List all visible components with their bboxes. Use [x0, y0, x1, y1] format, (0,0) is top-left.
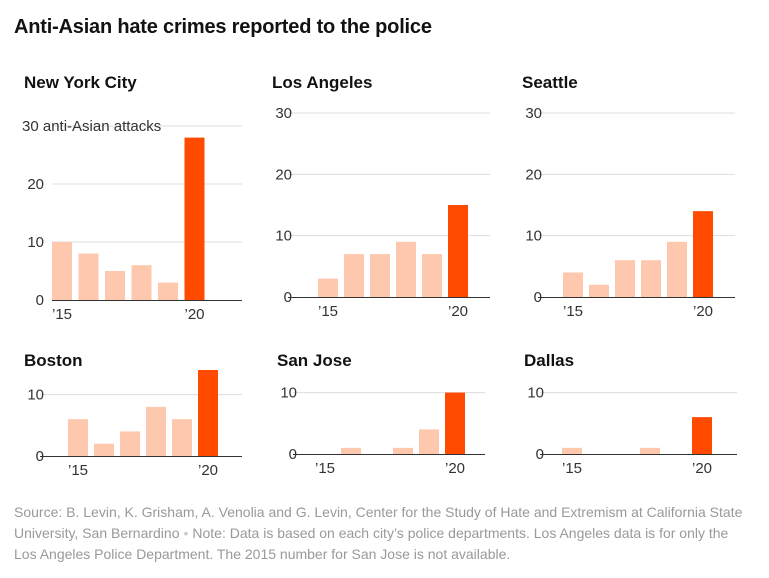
xtick-label-0: ’15 [315, 460, 335, 477]
bar-boston-2016 [94, 443, 114, 456]
bar-san-jose-2018 [393, 447, 413, 454]
ytick-label-10: 10 [525, 228, 542, 245]
city-title: Dallas [524, 351, 574, 370]
bar-dallas-2018 [640, 447, 660, 454]
bar-los-angeles-2018 [396, 241, 416, 297]
xtick-label-1: ’20 [445, 460, 465, 477]
panel-san-jose: San Jose 0 10 ’15 ’20 [277, 351, 485, 477]
bar-boston-2020 [198, 370, 218, 456]
source-text: Source: B. Levin, K. Grisham, A. Venolia… [14, 504, 743, 541]
bar-boston-2018 [146, 406, 166, 456]
city-title: Boston [24, 351, 83, 370]
bar-seattle-2017 [615, 260, 635, 297]
ytick-label-10: 10 [275, 228, 292, 245]
city-title: Seattle [522, 73, 578, 92]
xtick-label-1: ’20 [198, 462, 218, 479]
ytick-label-30: 30 [525, 105, 542, 122]
panel-boston: Boston 0 10 ’15 ’20 [24, 351, 242, 479]
xtick-label-0: ’15 [562, 460, 582, 477]
ytick-label-0: 0 [534, 289, 542, 306]
ytick-label-20: 20 [27, 176, 44, 193]
xtick-label-1: ’20 [692, 460, 712, 477]
city-title: Los Angeles [272, 73, 372, 92]
ytick-label-0: 0 [284, 289, 292, 306]
ytick-label-0: 0 [36, 292, 44, 309]
bar-dallas-2015 [562, 447, 582, 454]
bar-new-york-city-2018 [131, 265, 152, 300]
bar-seattle-2018 [641, 260, 661, 297]
unit-label: 30 anti-Asian attacks [22, 118, 161, 135]
ytick-label-0: 0 [536, 446, 544, 463]
bar-new-york-city-2016 [78, 253, 99, 300]
bar-los-angeles-2020 [448, 205, 468, 297]
bar-los-angeles-2017 [370, 254, 390, 297]
xtick-label-0: ’15 [318, 303, 338, 320]
bar-san-jose-2016 [341, 447, 361, 454]
bar-los-angeles-2016 [344, 254, 364, 297]
ytick-label-0: 0 [289, 446, 297, 463]
city-title: San Jose [277, 351, 352, 370]
xtick-label-1: ’20 [184, 306, 204, 323]
ytick-label-10: 10 [527, 385, 544, 402]
bar-boston-2019 [172, 419, 192, 456]
bar-new-york-city-2020 [184, 137, 205, 300]
city-title: New York City [24, 73, 137, 92]
ytick-label-0: 0 [36, 448, 44, 465]
panel-dallas: Dallas 0 10 ’15 ’20 [524, 351, 737, 477]
panel-new-york-city: New York City 0 10 20 30 anti-Asian attacks ’… [22, 73, 242, 323]
panel-los-angeles: Los Angeles 0 10 20 30 ’15 ’20 [272, 73, 490, 320]
panel-seattle: Seattle 0 10 20 30 ’15 ’20 [522, 73, 735, 320]
ytick-label-20: 20 [275, 166, 292, 183]
ytick-label-30: 30 [275, 105, 292, 122]
ytick-label-10: 10 [27, 387, 44, 404]
chart-title: Anti-Asian hate crimes reported to the p… [14, 16, 432, 38]
ytick-label-10: 10 [280, 385, 297, 402]
bar-seattle-2020 [693, 211, 713, 297]
bar-seattle-2019 [667, 241, 687, 297]
bar-los-angeles-2015 [318, 278, 338, 297]
note-text: Note: Data is based on each city’s polic… [14, 525, 729, 562]
separator-dot: • [183, 525, 189, 541]
xtick-label-1: ’20 [448, 303, 468, 320]
bar-boston-2015 [68, 419, 88, 456]
bar-san-jose-2019 [419, 429, 439, 454]
xtick-label-1: ’20 [693, 303, 713, 320]
bar-seattle-2016 [589, 284, 609, 297]
bar-san-jose-2020 [445, 392, 465, 454]
bar-boston-2017 [120, 431, 140, 456]
bar-seattle-2015 [563, 272, 583, 297]
bar-new-york-city-2017 [105, 271, 125, 300]
bar-dallas-2020 [692, 417, 712, 454]
source-note: Source: B. Levin, K. Grisham, A. Venolia… [14, 502, 754, 565]
xtick-label-0: ’15 [68, 462, 88, 479]
xtick-label-0: ’15 [563, 303, 583, 320]
bar-new-york-city-2015 [52, 242, 72, 300]
bar-new-york-city-2019 [158, 282, 178, 300]
bar-los-angeles-2019 [422, 254, 442, 297]
ytick-label-10: 10 [27, 234, 44, 251]
xtick-label-0: ’15 [52, 306, 72, 323]
ytick-label-20: 20 [525, 166, 542, 183]
